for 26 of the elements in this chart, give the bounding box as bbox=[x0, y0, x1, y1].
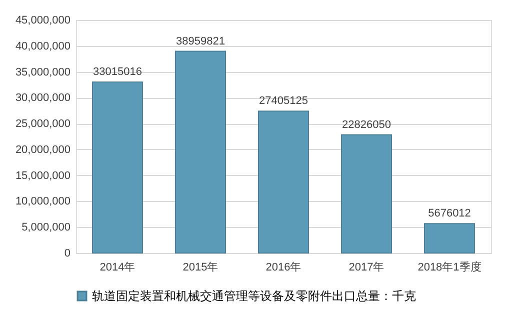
bar bbox=[258, 110, 309, 254]
y-tick-label: 20,000,000 bbox=[15, 144, 70, 156]
data-label: 27405125 bbox=[259, 95, 308, 108]
y-tick-label: 30,000,000 bbox=[15, 92, 70, 104]
data-label: 33015016 bbox=[93, 66, 142, 78]
y-tick-label: 0 bbox=[64, 248, 70, 260]
x-tick-label: 2015年 bbox=[182, 262, 218, 274]
legend-label: 轨道固定装置和机械交通管理等设备及零附件出口总量：千克 bbox=[92, 289, 416, 303]
y-tick-label: 5,000,000 bbox=[22, 222, 70, 234]
bar bbox=[424, 223, 475, 254]
x-tick-label: 2018年1季度 bbox=[418, 260, 482, 274]
x-tick-label: 2016年 bbox=[266, 262, 302, 274]
y-tick-label: 10,000,000 bbox=[15, 196, 70, 208]
data-label: 38959821 bbox=[176, 35, 225, 48]
x-tick-label: 2017年 bbox=[348, 262, 384, 274]
data-label: 5676012 bbox=[428, 208, 471, 220]
bar bbox=[341, 134, 392, 254]
bar bbox=[175, 50, 226, 254]
y-tick-label: 15,000,000 bbox=[15, 170, 70, 182]
y-tick-label: 25,000,000 bbox=[15, 118, 70, 130]
y-tick-label: 45,000,000 bbox=[15, 14, 70, 26]
bar bbox=[92, 82, 143, 254]
y-tick-label: 40,000,000 bbox=[15, 40, 70, 52]
y-tick-label: 35,000,000 bbox=[15, 66, 70, 78]
data-label: 22826050 bbox=[342, 118, 391, 131]
x-tick-label: 2014年 bbox=[100, 262, 136, 274]
